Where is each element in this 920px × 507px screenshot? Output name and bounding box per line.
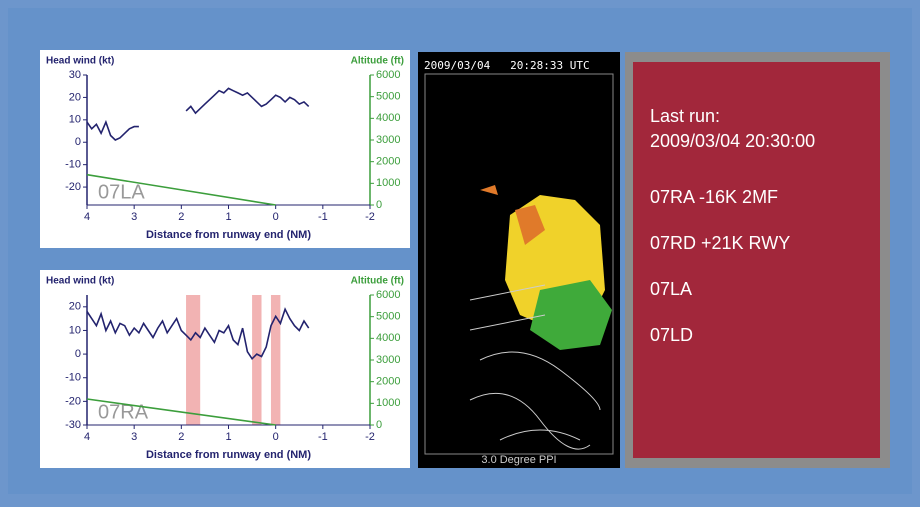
y2-axis-label: Altitude (ft) [351, 276, 404, 287]
y2-tick-label: 2000 [376, 156, 400, 168]
y-tick-label: -30 [65, 419, 81, 431]
y-tick-label: 10 [69, 324, 81, 336]
screen: 2009/03/04 20:28:33 UTC 3.0 Degree PPI L… [0, 0, 920, 502]
y2-tick-label: 2000 [376, 376, 400, 388]
status-time: 2009/03/04 20:30:00 [650, 131, 815, 151]
page: 2009/03/04 20:28:33 UTC 3.0 Degree PPI L… [0, 0, 920, 502]
radar-caption: 3.0 Degree PPI [481, 454, 556, 466]
y2-tick-label: 6000 [376, 289, 400, 301]
y-axis-label: Head wind (kt) [46, 276, 114, 287]
x-tick-label: -2 [365, 211, 375, 223]
run-status: 07RA -16K 2MF [650, 187, 778, 207]
y-tick-label: 0 [75, 348, 81, 360]
y2-tick-label: 1000 [376, 397, 400, 409]
y2-axis-label: Altitude (ft) [351, 56, 404, 67]
x-tick-label: 1 [225, 431, 231, 443]
radar-timestamp: 2009/03/04 20:28:33 UTC [424, 59, 590, 72]
x-tick-label: 3 [131, 431, 137, 443]
y-tick-label: -20 [65, 395, 81, 407]
y-tick-label: 10 [69, 114, 81, 126]
y-tick-label: -10 [65, 372, 81, 384]
annotation: 07LA [98, 181, 145, 203]
y2-tick-label: 0 [376, 419, 382, 431]
x-tick-label: -2 [365, 431, 375, 443]
y2-tick-label: 6000 [376, 69, 400, 81]
y-axis-label: Head wind (kt) [46, 56, 114, 67]
run-status: 07LA [650, 279, 692, 299]
shaded-region [252, 295, 261, 425]
x-tick-label: 4 [84, 211, 90, 223]
y-tick-label: 0 [75, 136, 81, 148]
x-tick-label: 4 [84, 431, 90, 443]
y2-tick-label: 3000 [376, 354, 400, 366]
x-tick-label: 0 [273, 431, 279, 443]
y-tick-label: -10 [65, 159, 81, 171]
x-tick-label: 2 [178, 431, 184, 443]
x-tick-label: 3 [131, 211, 137, 223]
x-tick-label: -1 [318, 431, 328, 443]
x-tick-label: 2 [178, 211, 184, 223]
y-tick-label: 20 [69, 91, 81, 103]
y-tick-label: -20 [65, 181, 81, 193]
y2-tick-label: 3000 [376, 134, 400, 146]
shaded-region [271, 295, 280, 425]
y2-tick-label: 5000 [376, 311, 400, 323]
status-heading: Last run: [650, 106, 720, 126]
y2-tick-label: 0 [376, 199, 382, 211]
y2-tick-label: 4000 [376, 332, 400, 344]
x-tick-label: -1 [318, 211, 328, 223]
x-axis-label: Distance from runway end (NM) [146, 449, 311, 461]
y-tick-label: 20 [69, 301, 81, 313]
y2-tick-label: 5000 [376, 91, 400, 103]
x-axis-label: Distance from runway end (NM) [146, 229, 311, 241]
shaded-region [186, 295, 200, 425]
run-status: 07RD +21K RWY [650, 233, 790, 253]
y2-tick-label: 4000 [376, 112, 400, 124]
y2-tick-label: 1000 [376, 177, 400, 189]
x-tick-label: 1 [225, 211, 231, 223]
run-status: 07LD [650, 325, 693, 345]
y-tick-label: 30 [69, 69, 81, 81]
x-tick-label: 0 [273, 211, 279, 223]
